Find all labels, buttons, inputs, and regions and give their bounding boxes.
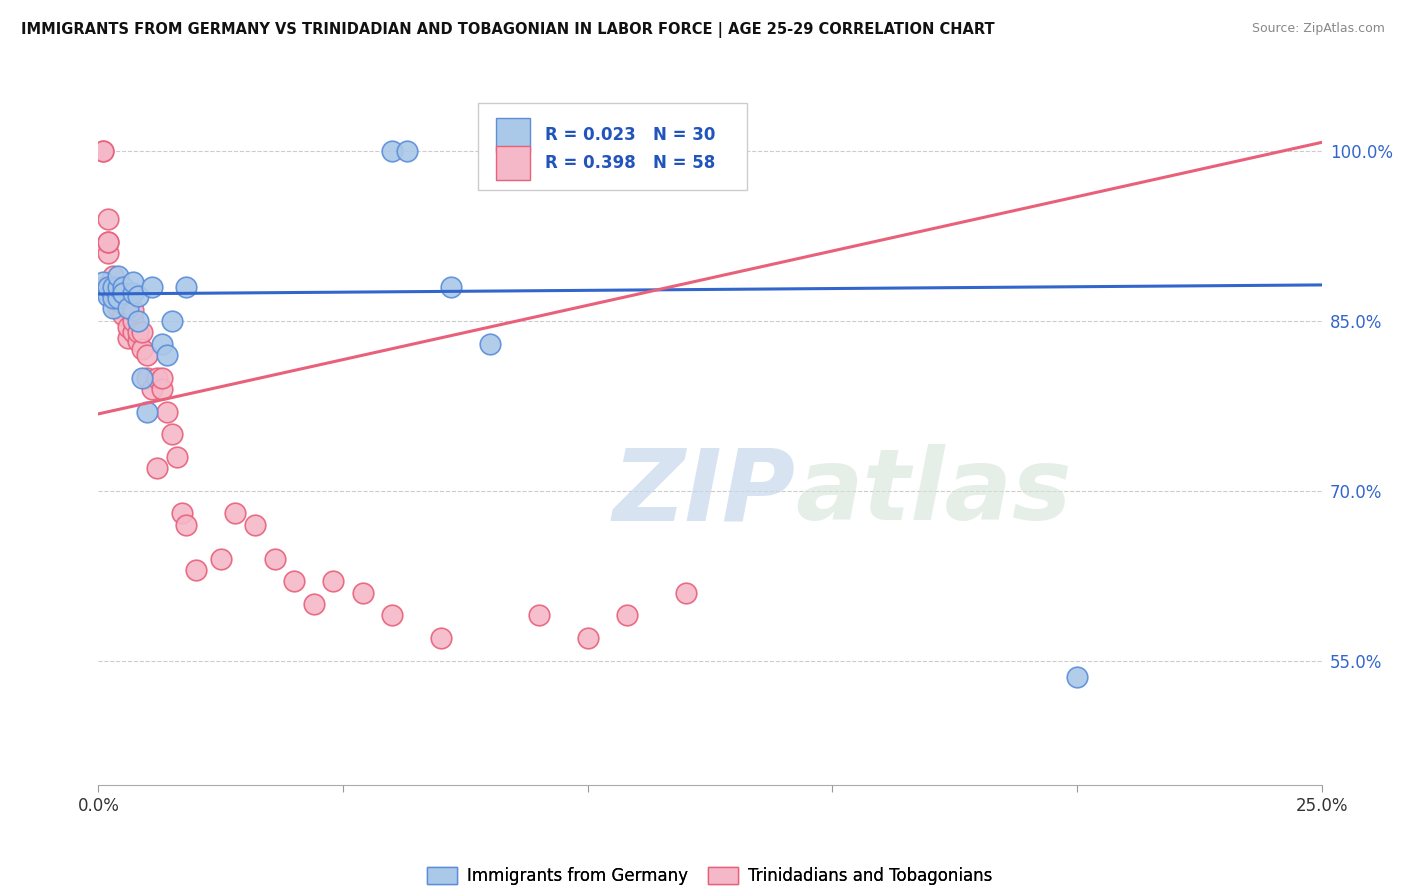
- Point: [111, 309, 134, 323]
- Point: [111, 280, 134, 294]
- Point: [146, 370, 169, 384]
- Point: [146, 461, 169, 475]
- Point: [97, 289, 120, 303]
- FancyBboxPatch shape: [478, 103, 747, 190]
- Point: [141, 280, 163, 294]
- Point: [107, 268, 129, 283]
- Point: [176, 280, 198, 294]
- Point: [91, 145, 114, 159]
- Point: [156, 404, 179, 418]
- Point: [127, 326, 149, 340]
- Point: [283, 574, 305, 589]
- Point: [127, 289, 149, 303]
- Point: [107, 282, 129, 296]
- Point: [150, 382, 173, 396]
- Point: [224, 507, 246, 521]
- Point: [91, 280, 114, 294]
- Point: [101, 268, 124, 283]
- Point: [156, 348, 179, 362]
- Bar: [496, 146, 530, 179]
- Point: [395, 145, 418, 159]
- Point: [91, 282, 114, 296]
- Point: [101, 280, 124, 294]
- Point: [121, 326, 143, 340]
- Point: [136, 348, 159, 362]
- Point: [121, 302, 143, 317]
- Text: R = 0.023   N = 30: R = 0.023 N = 30: [546, 126, 716, 145]
- Point: [675, 585, 697, 599]
- Point: [136, 370, 159, 384]
- Point: [91, 275, 114, 289]
- Point: [131, 343, 153, 357]
- Point: [127, 314, 149, 328]
- Point: [527, 608, 550, 623]
- Point: [97, 235, 120, 249]
- Point: [111, 285, 134, 300]
- Text: R = 0.398   N = 58: R = 0.398 N = 58: [546, 154, 716, 172]
- Point: [111, 292, 134, 306]
- Point: [302, 597, 325, 611]
- Point: [131, 370, 153, 384]
- Point: [107, 292, 129, 306]
- Point: [141, 382, 163, 396]
- Point: [131, 326, 153, 340]
- Point: [243, 517, 266, 532]
- Point: [107, 282, 129, 296]
- Point: [263, 551, 285, 566]
- Point: [121, 285, 143, 300]
- Point: [107, 280, 129, 294]
- Point: [107, 301, 129, 315]
- Point: [352, 585, 374, 599]
- Point: [101, 292, 124, 306]
- Point: [150, 336, 173, 351]
- Point: [117, 292, 139, 306]
- Point: [107, 292, 129, 306]
- Text: atlas: atlas: [796, 444, 1073, 541]
- Point: [101, 285, 124, 300]
- Point: [107, 285, 129, 300]
- Legend: Immigrants from Germany, Trinidadians and Tobagonians: Immigrants from Germany, Trinidadians an…: [420, 860, 1000, 891]
- Text: IMMIGRANTS FROM GERMANY VS TRINIDADIAN AND TOBAGONIAN IN LABOR FORCE | AGE 25-29: IMMIGRANTS FROM GERMANY VS TRINIDADIAN A…: [21, 22, 994, 38]
- Point: [381, 145, 404, 159]
- Point: [111, 297, 134, 311]
- Point: [478, 336, 501, 351]
- Point: [121, 275, 143, 289]
- Point: [209, 551, 232, 566]
- Point: [160, 427, 183, 442]
- Bar: [496, 119, 530, 152]
- Point: [111, 285, 134, 300]
- Point: [117, 331, 139, 345]
- Point: [97, 280, 120, 294]
- Text: Source: ZipAtlas.com: Source: ZipAtlas.com: [1251, 22, 1385, 36]
- Point: [1066, 671, 1088, 685]
- Point: [322, 574, 344, 589]
- Point: [101, 280, 124, 294]
- Point: [186, 563, 208, 577]
- Point: [136, 404, 159, 418]
- Point: [440, 280, 463, 294]
- Point: [127, 334, 149, 349]
- Point: [170, 507, 193, 521]
- Point: [576, 631, 599, 645]
- Point: [616, 608, 638, 623]
- Point: [117, 297, 139, 311]
- Point: [117, 301, 139, 315]
- Point: [430, 631, 453, 645]
- Point: [150, 370, 173, 384]
- Text: ZIP: ZIP: [612, 444, 796, 541]
- Point: [97, 212, 120, 227]
- Point: [176, 517, 198, 532]
- Point: [97, 280, 120, 294]
- Point: [97, 235, 120, 249]
- Point: [101, 301, 124, 315]
- Point: [101, 280, 124, 294]
- Point: [91, 145, 114, 159]
- Point: [121, 314, 143, 328]
- Point: [166, 450, 188, 464]
- Point: [381, 608, 404, 623]
- Point: [97, 246, 120, 260]
- Point: [160, 314, 183, 328]
- Point: [117, 319, 139, 334]
